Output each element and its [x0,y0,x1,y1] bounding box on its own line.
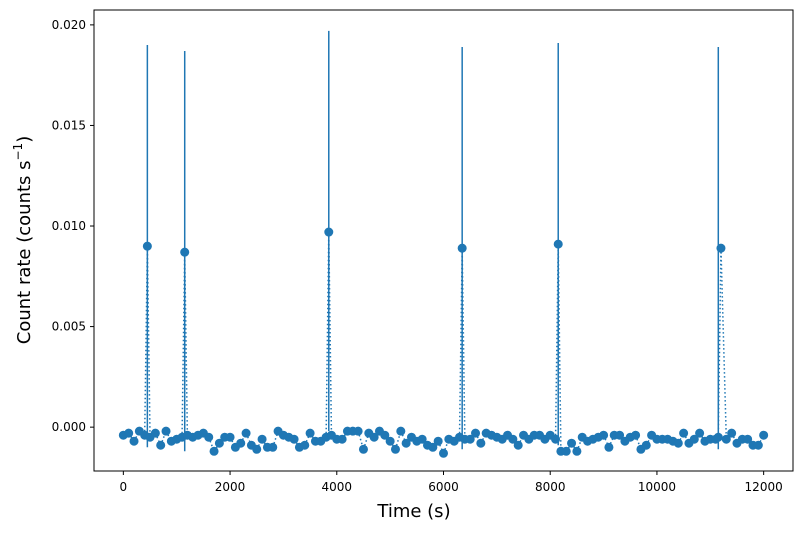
data-point [476,438,486,448]
data-point [214,438,224,448]
y-axis-ticks: 0.000 0.005 0.010 0.015 0.020 [52,18,94,434]
data-point [689,434,699,444]
data-point [721,434,731,444]
data-point [129,436,139,446]
connector-segment [394,430,402,450]
connector-segment [181,252,186,438]
data-point [631,430,641,440]
data-point [641,440,651,450]
connector-segment [554,244,559,440]
data-point [753,440,763,450]
connector-segment [557,244,562,452]
data-point [305,428,315,438]
x-tick-label: 8000 [535,480,566,494]
data-point [551,434,561,444]
data-point [124,428,134,438]
connector-segment [357,430,365,450]
data-point [567,438,577,448]
data-point [358,444,368,454]
data-point [599,430,609,440]
data-point [439,448,448,458]
data-point [417,434,427,444]
data-point [401,438,411,448]
data-point [513,440,523,450]
data-point [433,436,443,446]
connector-lines [123,232,765,454]
connector-segment [328,232,333,436]
data-point [268,442,278,452]
error-bars [146,30,720,452]
data-point [241,428,251,438]
data-point [161,426,171,436]
connector-segment [183,252,189,436]
data-point [150,428,160,438]
y-axis-label-close: ) [14,136,35,143]
data-point [380,430,390,440]
x-tick-label: 12000 [745,480,783,494]
x-tick-label: 10000 [638,480,676,494]
data-point [471,428,481,438]
x-tick-label: 2000 [215,480,246,494]
y-tick-label: 0.020 [52,18,86,32]
data-point [508,434,518,444]
data-point [337,434,347,444]
data-point [759,430,769,440]
y-axis-label-main: Count rate (counts s [14,160,35,344]
y-axis-label: Count rate (counts s−1) [11,136,35,344]
x-axis-label: Time (s) [376,501,450,522]
data-point [236,438,246,448]
data-point [673,438,683,448]
data-point [713,432,723,442]
data-point [289,434,299,444]
x-axis-ticks: 0 2000 4000 6000 8000 10000 12000 [120,471,783,494]
y-tick-label: 0.015 [52,118,86,132]
data-point [324,227,334,237]
x-tick-label: 6000 [428,480,459,494]
y-tick-label: 0.010 [52,219,86,233]
x-tick-label: 0 [120,480,128,494]
connector-segment [720,248,728,440]
data-point [385,436,395,446]
data-point [204,432,214,442]
y-axis-label-exponent: −1 [11,143,25,161]
data-point [716,243,726,253]
data-point [428,442,438,452]
connector-segment [362,432,370,450]
data-points [118,227,769,458]
data-point [257,434,267,444]
x-tick-label: 4000 [322,480,353,494]
data-point [695,428,705,438]
data-point [225,432,235,442]
plot-frame [93,9,794,472]
data-point [457,243,467,253]
data-point [604,442,614,452]
data-point [142,241,152,251]
y-tick-label: 0.005 [52,320,86,334]
data-point [156,440,166,450]
data-point [572,446,582,456]
data-point [615,430,625,440]
data-point [727,428,737,438]
connector-segment [272,430,279,448]
data-point [679,428,689,438]
data-point [180,247,190,257]
data-point [465,434,475,444]
y-tick-label: 0.000 [52,420,86,434]
data-point [252,444,262,454]
data-point [390,444,400,454]
data-point [209,446,219,456]
data-point [396,426,406,436]
data-point [561,446,571,456]
data-point [369,432,379,442]
data-point [300,440,310,450]
data-point [553,239,563,249]
data-point [743,434,753,444]
data-point [353,426,363,436]
